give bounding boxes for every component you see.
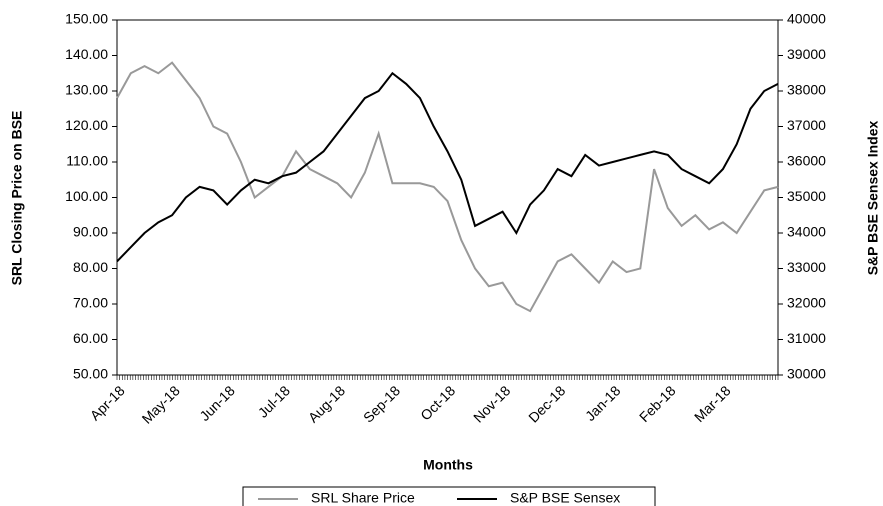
plot-frame bbox=[116, 19, 779, 376]
x-tick-label: May-18 bbox=[138, 382, 182, 426]
y2-tick-label: 35000 bbox=[787, 188, 826, 204]
x-tick-label: Dec-18 bbox=[525, 382, 568, 425]
y-tick-label: 90.00 bbox=[73, 224, 108, 240]
x-tick-label: Jun-18 bbox=[196, 382, 238, 424]
y2-tick-label: 36000 bbox=[787, 153, 826, 169]
y2-tick-label: 38000 bbox=[787, 82, 826, 98]
y2-tick-label: 32000 bbox=[787, 295, 826, 311]
legend-label: S&P BSE Sensex bbox=[510, 490, 620, 506]
y-tick-label: 70.00 bbox=[73, 295, 108, 311]
y2-tick-label: 40000 bbox=[787, 11, 826, 27]
y-tick-label: 50.00 bbox=[73, 366, 108, 382]
x-axis-title: Months bbox=[423, 457, 473, 473]
y-tick-label: 110.00 bbox=[66, 153, 108, 169]
x-tick-label: Apr-18 bbox=[87, 382, 128, 423]
y-tick-label: 140.00 bbox=[65, 46, 108, 62]
y-tick-label: 80.00 bbox=[73, 259, 108, 275]
x-tick-label: Aug-18 bbox=[305, 382, 348, 425]
x-tick-label: Feb-18 bbox=[636, 382, 679, 425]
series-line bbox=[116, 71, 779, 263]
y2-tick-label: 30000 bbox=[787, 366, 826, 382]
y-axis-title: SRL Closing Price on BSE bbox=[9, 111, 25, 286]
y2-tick-label: 37000 bbox=[787, 117, 826, 133]
y2-tick-label: 31000 bbox=[787, 330, 826, 346]
x-tick-label: Mar-18 bbox=[691, 382, 734, 425]
x-tick-label: Jan-18 bbox=[582, 382, 624, 424]
x-tick-label: Jul-18 bbox=[255, 382, 293, 420]
y2-axis-title: S&P BSE Sensex Index bbox=[865, 120, 881, 275]
series-line bbox=[116, 61, 779, 313]
y-tick-label: 100.00 bbox=[65, 188, 108, 204]
y2-tick-label: 33000 bbox=[787, 259, 826, 275]
legend-box bbox=[242, 486, 656, 506]
legend-label: SRL Share Price bbox=[311, 490, 415, 506]
y2-tick-label: 39000 bbox=[787, 46, 826, 62]
x-tick-label: Sep-18 bbox=[360, 382, 403, 425]
x-tick-label: Oct-18 bbox=[417, 382, 458, 423]
y-tick-label: 120.00 bbox=[65, 117, 108, 133]
y-tick-label: 150.00 bbox=[65, 11, 108, 27]
x-tick-label: Nov-18 bbox=[470, 382, 513, 425]
y-tick-label: 60.00 bbox=[73, 330, 108, 346]
y2-tick-label: 34000 bbox=[787, 224, 826, 240]
y-tick-label: 130.00 bbox=[65, 82, 108, 98]
